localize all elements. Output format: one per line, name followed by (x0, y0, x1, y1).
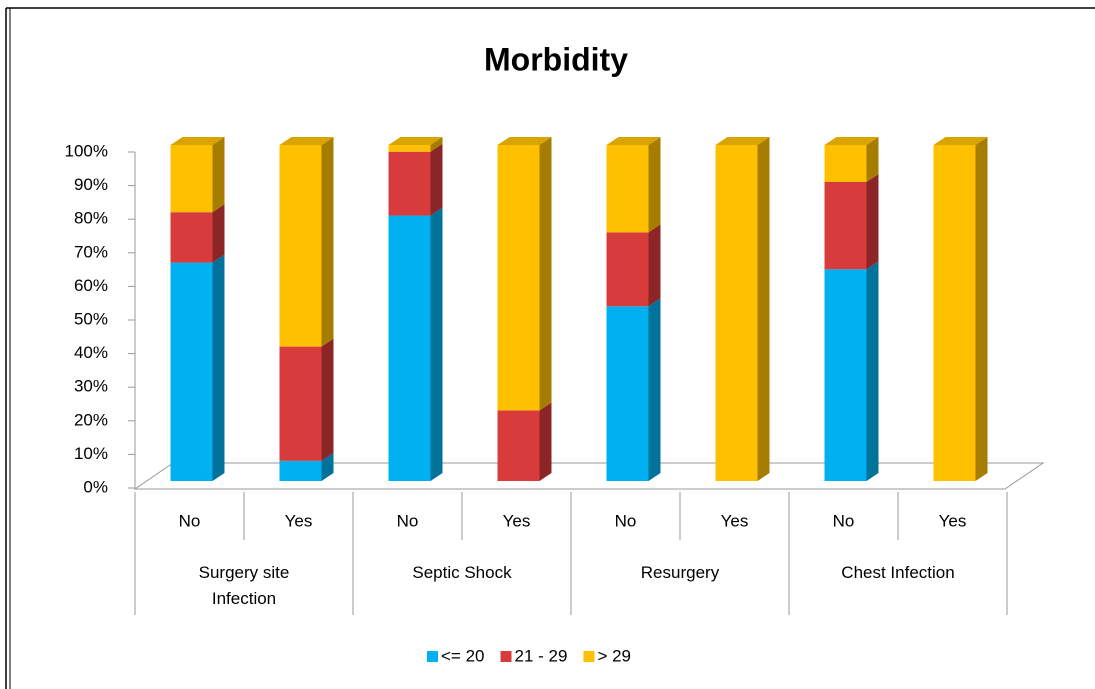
group-label: Surgery site Infection (198, 563, 290, 608)
y-tick-label: 50% (74, 309, 108, 328)
bar (279, 145, 322, 347)
bar-side (866, 137, 879, 182)
bar (606, 306, 649, 481)
bar (279, 346, 322, 461)
bar-side (539, 402, 552, 481)
bar-side (430, 207, 443, 481)
chart-title: Morbidity (484, 41, 628, 77)
legend-swatch (500, 651, 512, 662)
bar (279, 460, 322, 481)
legend-label: 21 - 29 (515, 646, 568, 665)
bar (170, 212, 213, 263)
bar (715, 145, 758, 481)
x-tick-label: No (397, 511, 419, 530)
bar-side (648, 137, 661, 233)
bar-side (321, 338, 334, 461)
bar-top (497, 137, 552, 145)
y-tick-label: 20% (74, 410, 108, 429)
bar-side (321, 137, 334, 347)
bar-side (757, 137, 770, 481)
x-tick-label: Yes (721, 511, 749, 530)
bar-side (539, 137, 552, 411)
group-label: Septic Shock (412, 563, 512, 582)
y-tick-label: 80% (74, 209, 108, 228)
y-tick-label: 60% (74, 276, 108, 295)
y-tick-label: 100% (65, 141, 108, 160)
bar (388, 151, 431, 216)
y-tick-label: 0% (83, 477, 108, 496)
group-label: Resurgery (640, 563, 720, 582)
bar-top (606, 137, 661, 145)
bar-top (933, 137, 988, 145)
bar (824, 181, 867, 270)
bar (933, 145, 976, 481)
bar-top (170, 137, 225, 145)
y-tick-label: 10% (74, 444, 108, 463)
group-label: Chest Infection (841, 563, 955, 582)
bar-side (321, 452, 334, 481)
bar-side (212, 254, 225, 481)
bar-top (388, 137, 443, 145)
bar (824, 269, 867, 481)
bar-side (648, 224, 661, 307)
bar-side (648, 298, 661, 481)
y-tick-label: 40% (74, 343, 108, 362)
x-tick-label: No (179, 511, 201, 530)
bar (606, 232, 649, 307)
bar (388, 145, 431, 152)
bar (497, 410, 540, 481)
x-tick-label: No (833, 511, 855, 530)
bar (170, 262, 213, 481)
legend-label: > 29 (597, 646, 631, 665)
bar-top (279, 137, 334, 145)
bar (606, 145, 649, 233)
legend-swatch (583, 651, 595, 662)
bar (388, 215, 431, 481)
bar-top (824, 137, 879, 145)
x-tick-label: Yes (939, 511, 967, 530)
bar-side (212, 137, 225, 213)
bar (170, 145, 213, 213)
y-tick-label: 30% (74, 377, 108, 396)
bar-side (212, 204, 225, 263)
bar-side (430, 137, 443, 152)
y-tick-label: 90% (74, 175, 108, 194)
floor (133, 462, 1045, 490)
bar-side (866, 173, 879, 270)
bar-side (866, 261, 879, 481)
bar-side (975, 137, 988, 481)
bar (824, 145, 867, 182)
y-tick-label: 70% (74, 242, 108, 261)
x-tick-label: No (615, 511, 637, 530)
bar (497, 145, 540, 411)
legend-label: <= 20 (441, 646, 485, 665)
legend-swatch (427, 651, 438, 662)
x-tick-label: Yes (503, 511, 531, 530)
bar-top (715, 137, 770, 145)
bar-side (430, 143, 443, 216)
x-tick-label: Yes (285, 511, 313, 530)
